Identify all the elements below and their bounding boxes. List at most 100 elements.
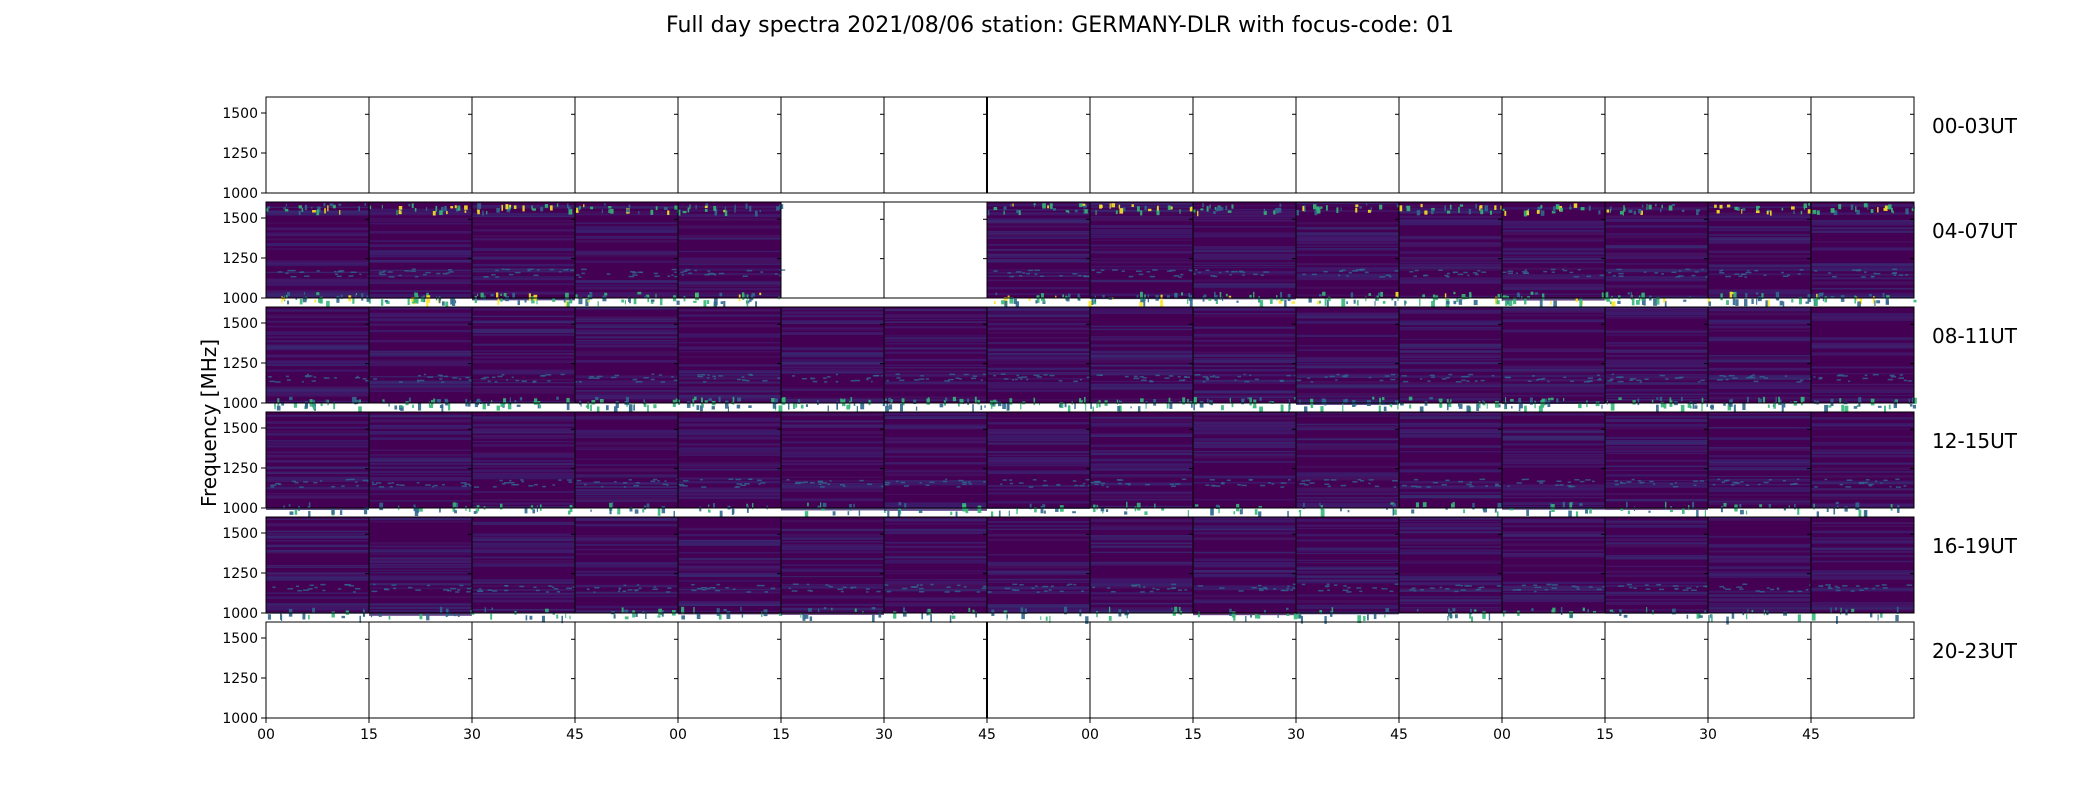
noise-band [1296, 267, 1399, 269]
rfi-mark [504, 584, 509, 587]
rfi-mark [1629, 586, 1633, 589]
rfi-mark [380, 273, 386, 276]
noise-band [369, 559, 472, 561]
noise-band [266, 320, 369, 323]
rfi-mark [1828, 585, 1831, 588]
noise-band [575, 436, 678, 438]
rfi-mark [1184, 376, 1190, 378]
noise-band [575, 497, 678, 500]
noise-band [369, 595, 472, 599]
noise-band [1605, 311, 1708, 315]
rfi-mark [1858, 402, 1861, 407]
panel-bg [1708, 517, 1811, 613]
rfi-mark [1212, 375, 1216, 377]
noise-band [266, 282, 369, 286]
noise-band [575, 351, 678, 353]
spectrum-panel [1810, 201, 1917, 307]
noise-band [1708, 455, 1811, 458]
rfi-mark [865, 378, 869, 381]
noise-band [575, 536, 678, 539]
rfi-mark [1870, 209, 1874, 213]
rfi-mark [618, 590, 621, 593]
rfi-mark [716, 583, 721, 586]
noise-band [987, 389, 1090, 392]
noise-band [1193, 551, 1296, 554]
noise-band [1399, 368, 1502, 370]
rfi-mark [1692, 501, 1695, 510]
rfi-mark [590, 509, 592, 512]
rfi-mark [1482, 399, 1484, 405]
rfi-mark [1610, 206, 1612, 211]
rfi-mark [356, 485, 359, 487]
rfi-mark [1145, 483, 1150, 486]
spectrum-panel [368, 201, 473, 308]
noise-band [1399, 589, 1502, 593]
noise-band [884, 588, 987, 592]
rfi-mark [1042, 484, 1048, 487]
spectrum-panel [986, 621, 1091, 719]
noise-band [575, 260, 678, 263]
noise-band [884, 462, 987, 465]
rfi-mark [578, 296, 583, 305]
rfi-mark [885, 398, 887, 401]
rfi-mark [528, 293, 531, 301]
rfi-mark [880, 485, 886, 488]
rfi-mark [1181, 478, 1187, 481]
noise-band [1811, 428, 1914, 430]
rfi-mark [1612, 611, 1615, 614]
rfi-mark [1626, 583, 1630, 586]
rfi-mark [696, 612, 701, 620]
spectrum-panel [780, 516, 887, 623]
rfi-mark [1529, 397, 1533, 405]
noise-band [1090, 310, 1193, 312]
rfi-mark [1010, 203, 1012, 207]
rfi-mark [1769, 588, 1775, 591]
rfi-mark [1703, 585, 1708, 588]
noise-band [472, 589, 575, 591]
rfi-mark [888, 397, 892, 402]
noise-band [1811, 570, 1914, 573]
y-tick-label: 1250 [222, 671, 258, 687]
noise-band [1193, 258, 1296, 260]
noise-band [1811, 212, 1914, 215]
rfi-mark [408, 203, 411, 207]
rfi-mark [1074, 402, 1076, 410]
noise-band [575, 329, 678, 333]
noise-band [472, 268, 575, 270]
rfi-mark [1468, 208, 1471, 215]
rfi-mark [1577, 269, 1581, 271]
noise-band [1811, 530, 1914, 534]
noise-band [1605, 263, 1708, 265]
noise-band [1193, 431, 1296, 434]
rfi-mark [1830, 607, 1832, 614]
rfi-mark [993, 301, 996, 305]
noise-band [1502, 490, 1605, 492]
noise-band [1090, 610, 1193, 614]
noise-band [369, 381, 472, 385]
noise-band [1708, 226, 1811, 229]
noise-band [987, 319, 1090, 321]
rfi-mark [963, 586, 967, 588]
rfi-mark [285, 203, 287, 207]
rfi-mark [491, 590, 498, 592]
noise-band [1399, 435, 1502, 438]
noise-band [987, 538, 1090, 542]
noise-band [472, 506, 575, 509]
rfi-mark [1018, 210, 1021, 216]
noise-band [472, 559, 575, 562]
rfi-mark [1627, 510, 1630, 515]
rfi-mark [1768, 479, 1772, 481]
rfi-mark [1518, 397, 1522, 404]
rfi-mark [388, 402, 390, 407]
noise-band [1502, 423, 1605, 426]
rfi-mark [1124, 375, 1129, 378]
rfi-mark [1460, 589, 1467, 591]
rfi-mark [1000, 373, 1006, 375]
rfi-mark [1342, 375, 1348, 378]
rfi-mark [1343, 585, 1347, 587]
noise-band [575, 340, 678, 342]
noise-band [678, 209, 781, 212]
rfi-mark [1194, 374, 1201, 376]
rfi-mark [1661, 204, 1663, 209]
rfi-mark [1742, 403, 1746, 411]
